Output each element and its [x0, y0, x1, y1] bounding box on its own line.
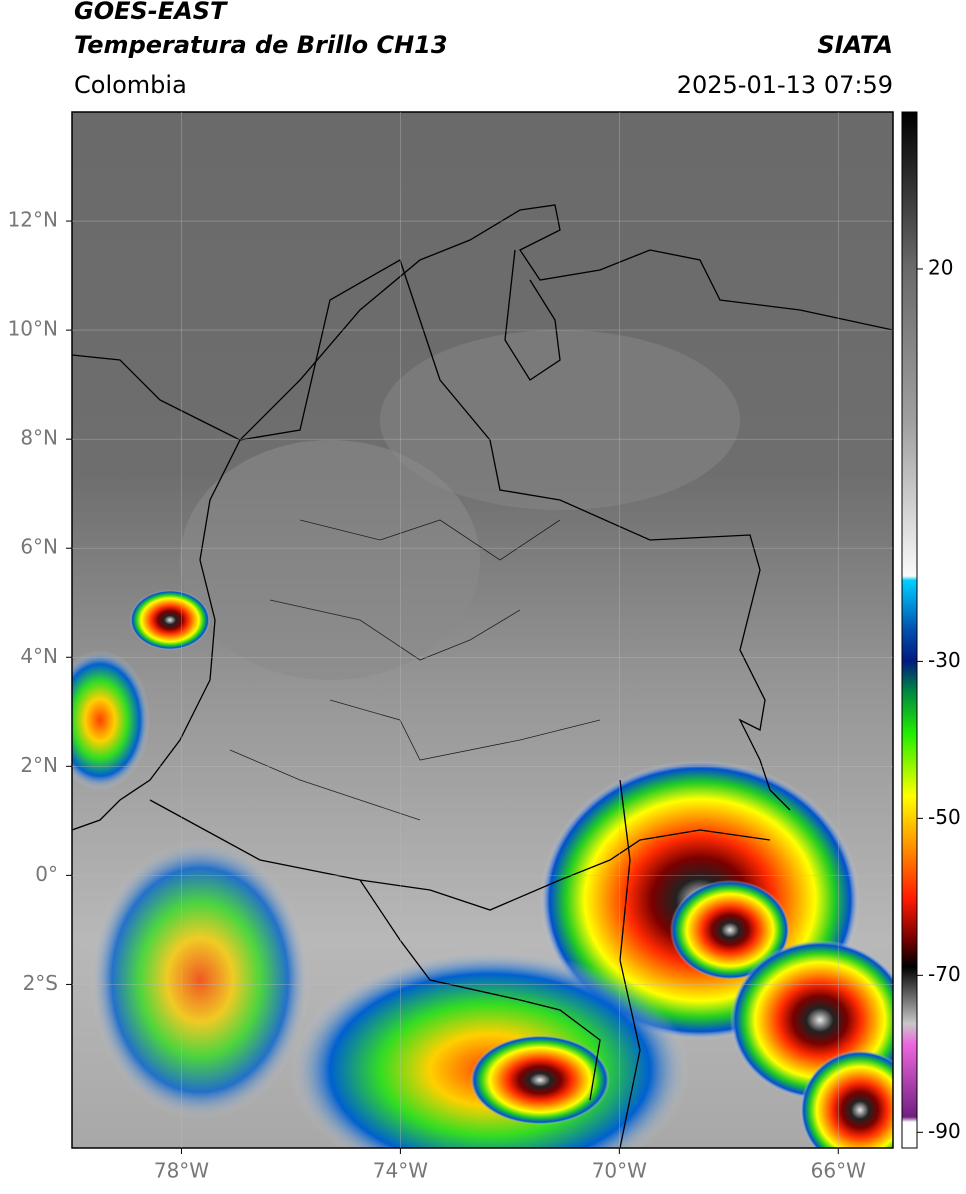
x-tick-label: 78°W [154, 1159, 209, 1183]
y-tick-label: 6°N [20, 535, 58, 559]
colorbar-tick-label: -50 [928, 805, 961, 829]
y-tick-label: 10°N [8, 317, 58, 341]
map-frame [71, 111, 894, 1149]
y-tick-label: 0° [35, 862, 58, 886]
datetime: 2025-01-13 07:59 [677, 71, 893, 99]
y-tick-label: 12°N [8, 208, 58, 232]
colorbar-tick-label: 20 [928, 255, 953, 279]
colorbar-tick-label: -70 [928, 962, 961, 986]
product: Temperatura de Brillo CH13 [74, 31, 448, 59]
satellite-image [72, 112, 893, 1148]
x-tick-label: 66°W [811, 1159, 866, 1183]
y-tick-label: 8°N [20, 426, 58, 450]
colorbar [901, 111, 918, 1149]
y-tick-label: 2°S [23, 971, 58, 995]
colorbar-tick-label: -30 [928, 648, 961, 672]
x-tick-label: 74°W [373, 1159, 428, 1183]
colorbar-tick-label: -90 [928, 1119, 961, 1143]
x-tick-label: 70°W [592, 1159, 647, 1183]
region: Colombia [74, 71, 187, 99]
y-tick-label: 4°N [20, 644, 58, 668]
satellite: GOES-EAST [74, 0, 228, 25]
y-tick-label: 2°N [20, 753, 58, 777]
agency: SIATA [817, 31, 893, 59]
